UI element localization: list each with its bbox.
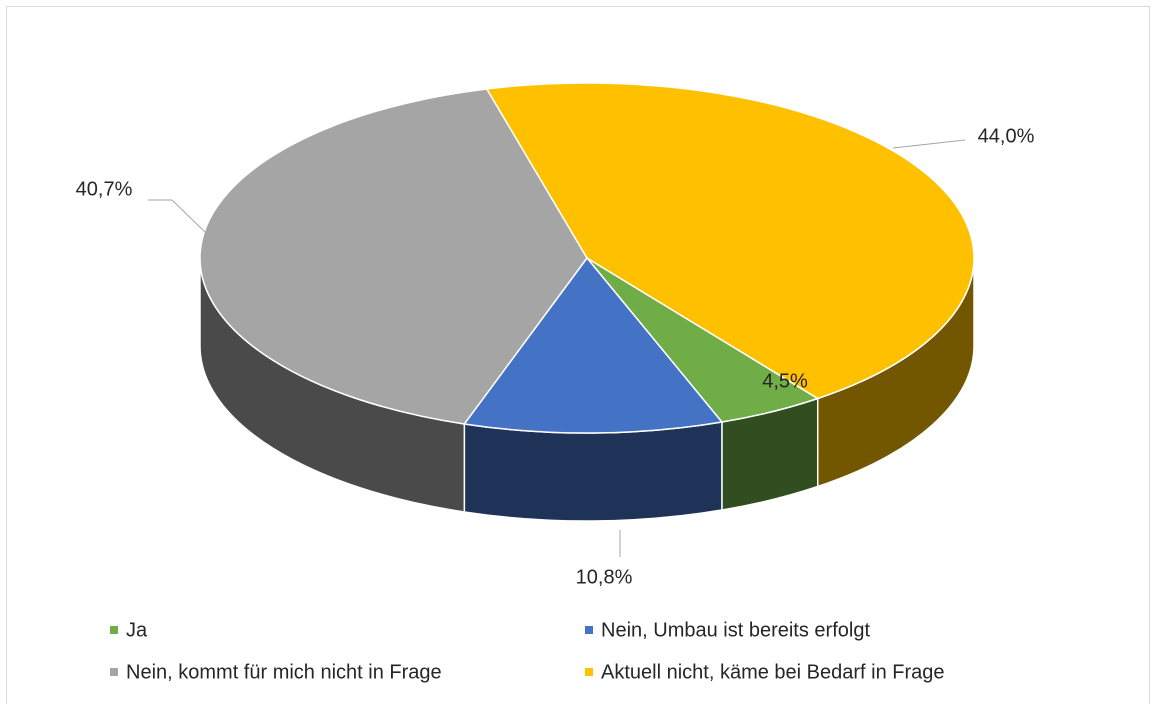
- legend-label: Ja: [126, 619, 148, 641]
- data-label: 10,8%: [576, 566, 633, 588]
- legend-swatch: [110, 668, 118, 676]
- leader-line: [892, 139, 966, 149]
- data-label: 44,0%: [978, 125, 1035, 147]
- slice: [485, 82, 975, 400]
- slice: [462, 256, 724, 434]
- legend-swatch: [585, 668, 593, 676]
- legend-swatch: [110, 626, 118, 634]
- slice-side: [463, 421, 723, 522]
- leader-line: [148, 199, 206, 233]
- data-label: 40,7%: [76, 178, 133, 200]
- chart-border: [6, 6, 1150, 704]
- slice: [199, 88, 588, 425]
- legend-label: Nein, Umbau ist bereits erfolgt: [601, 619, 870, 641]
- data-label: 4,5%: [762, 370, 808, 392]
- legend-label: Aktuell nicht, käme bei Bedarf in Frage: [601, 661, 945, 683]
- legend-swatch: [585, 626, 593, 634]
- legend-label: Nein, kommt für mich nicht in Frage: [126, 661, 442, 683]
